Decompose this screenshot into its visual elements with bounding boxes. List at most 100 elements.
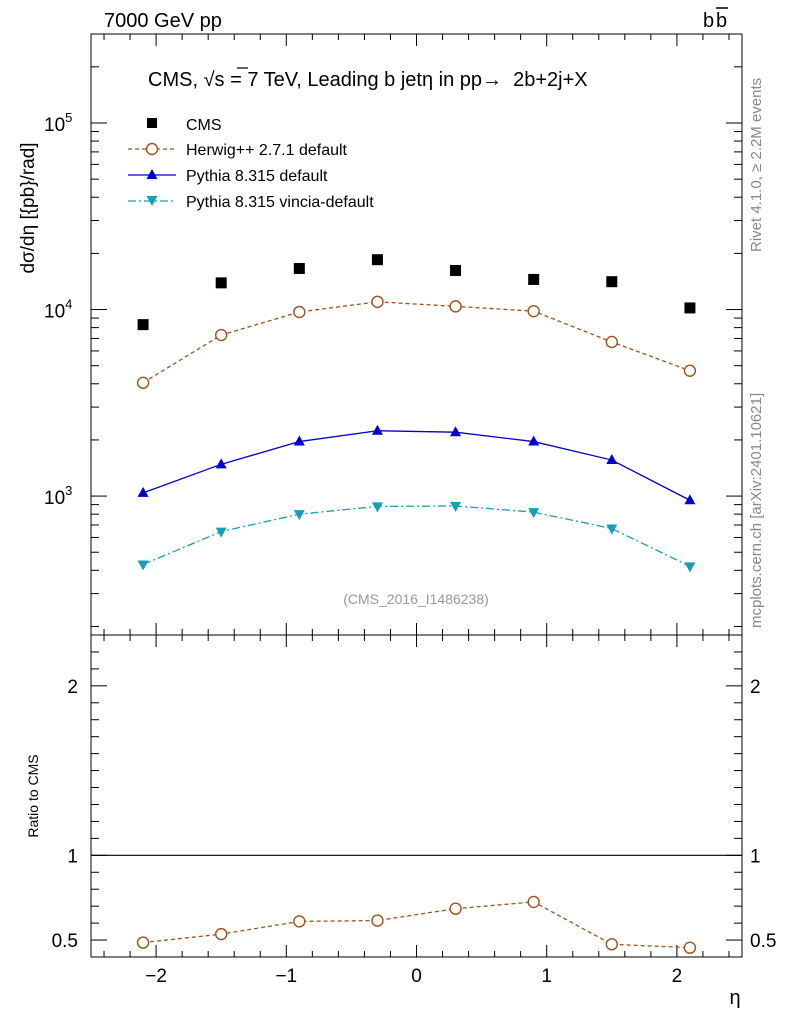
vincia-point <box>450 501 462 512</box>
ratio-y-tick-label-right: 1 <box>750 846 761 867</box>
x-tick-label: −2 <box>145 966 167 987</box>
vincia-point <box>528 508 540 519</box>
herwig-point <box>371 295 384 309</box>
cms-point <box>684 302 696 314</box>
x-tick-label: 1 <box>541 966 552 987</box>
ratio-herwig-point <box>527 895 540 909</box>
herwig-line <box>142 301 691 384</box>
ratio-y-axis-label: Ratio to CMS <box>25 754 41 837</box>
ratio-herwig-point <box>371 914 384 927</box>
rivet-label: Rivet 4.1.0, ≥ 2.2M events <box>748 78 765 252</box>
x-tick-label: 0 <box>411 966 422 987</box>
axis-ticks <box>91 33 742 958</box>
legend: CMS Herwig++ 2.7.1 default Pythia 8.315 … <box>128 117 374 211</box>
x-axis-label: η <box>729 987 740 1009</box>
title-prefix: CMS, <box>148 69 204 91</box>
cms-point <box>450 264 462 276</box>
ratio-y-tick-label-right: 2 <box>750 677 761 698</box>
y-tick-label: 103 <box>44 483 72 509</box>
cms-point <box>293 262 305 274</box>
cms-point <box>528 273 540 285</box>
ratio-y-tick-label-right: 0.5 <box>750 931 776 952</box>
pythia-point <box>528 435 540 446</box>
ratio-y-tick-label-left: 2 <box>67 677 78 698</box>
legend-herwig-marker <box>145 142 159 156</box>
legend-pythia-label: Pythia 8.315 default <box>186 168 328 185</box>
ratio-herwig-point <box>683 941 697 954</box>
pythia-point <box>371 424 383 435</box>
chart-title-text: CMS, √s = 7 TeV, Leading b jetη in pp→ 2… <box>148 69 588 91</box>
x-tick-label: 2 <box>672 966 683 987</box>
legend-vincia-label: Pythia 8.315 vincia-default <box>186 194 374 211</box>
herwig-point <box>683 364 697 377</box>
ratio-herwig-point <box>605 938 618 951</box>
mcplots-label: mcplots.cern.ch [arXiv:2401.10621] <box>748 393 765 628</box>
pythia-point <box>450 426 462 437</box>
y-tick-base: 10 <box>44 488 65 509</box>
pythia-point <box>684 494 696 505</box>
vincia-line <box>142 505 691 567</box>
cms-point <box>215 277 227 289</box>
legend-item-pythia: Pythia 8.315 default <box>128 168 328 185</box>
pythia-point <box>606 454 618 465</box>
pythia-point <box>293 435 305 446</box>
title-suffix: = 7 TeV, Leading b jetη in pp→ 2b+2j+X <box>225 69 588 91</box>
y-tick-exp: 3 <box>65 483 72 498</box>
ratio-herwig-point <box>214 927 228 941</box>
herwig-point <box>449 300 462 313</box>
y-tick-label: 105 <box>44 110 72 136</box>
legend-cms-label: CMS <box>186 117 222 134</box>
y-tick-exp: 5 <box>65 110 72 125</box>
vincia-point <box>215 527 227 538</box>
y-axis-label: dσ/dη [{pb}/rad] <box>18 142 39 273</box>
header-right-bbar: b <box>716 10 727 32</box>
legend-item-vincia: Pythia 8.315 vincia-default <box>128 194 374 211</box>
ratio-herwig-point <box>136 936 150 949</box>
x-tick-labels: −2 −1 0 1 2 <box>145 966 682 987</box>
ratio-y-tick-label-left: 0.5 <box>52 931 78 952</box>
header-right-b: b <box>703 10 714 32</box>
y-tick-label: 104 <box>44 297 72 323</box>
y-tick-base: 10 <box>44 302 65 323</box>
vincia-point <box>684 562 696 573</box>
cms-point <box>137 319 149 331</box>
pythia-line <box>142 430 691 501</box>
vincia-point <box>293 510 305 521</box>
cms-point <box>371 254 383 266</box>
analysis-watermark: (CMS_2016_I1486238) <box>343 591 489 607</box>
legend-cms-marker <box>147 118 157 128</box>
ratio-y-tick-label-left: 1 <box>67 846 78 867</box>
vincia-point <box>371 502 383 513</box>
header-left: 7000 GeV pp <box>104 10 222 32</box>
legend-item-herwig: Herwig++ 2.7.1 default <box>128 142 348 159</box>
herwig-point <box>136 376 150 389</box>
ratio-data-layer <box>136 895 697 954</box>
herwig-point <box>214 328 228 342</box>
y-tick-exp: 4 <box>65 297 72 312</box>
ratio-herwig-point <box>449 902 462 915</box>
main-data-layer <box>136 254 697 573</box>
vincia-point <box>137 560 149 571</box>
legend-vincia-marker <box>146 196 158 206</box>
legend-pythia-marker <box>146 169 158 179</box>
vincia-point <box>606 524 618 535</box>
ratio-herwig-line <box>143 901 690 949</box>
pythia-point <box>137 486 149 497</box>
legend-item-cms: CMS <box>147 117 222 134</box>
herwig-point <box>605 335 618 349</box>
x-tick-label: −1 <box>275 966 297 987</box>
herwig-point <box>527 304 540 318</box>
ratio-y-tick-labels: 0.5 0.5 1 1 2 2 <box>52 677 777 952</box>
herwig-point <box>293 305 306 319</box>
ratio-frame <box>90 634 743 958</box>
header-right: b b <box>703 7 728 32</box>
pythia-point <box>215 458 227 469</box>
cms-point <box>606 276 618 288</box>
chart-title: CMS, √s = 7 TeV, Leading b jetη in pp→ 2… <box>148 67 588 91</box>
title-sqrt: √s <box>204 69 225 91</box>
legend-herwig-label: Herwig++ 2.7.1 default <box>186 142 348 159</box>
ratio-herwig-point <box>293 915 306 928</box>
y-tick-base: 10 <box>44 115 65 136</box>
